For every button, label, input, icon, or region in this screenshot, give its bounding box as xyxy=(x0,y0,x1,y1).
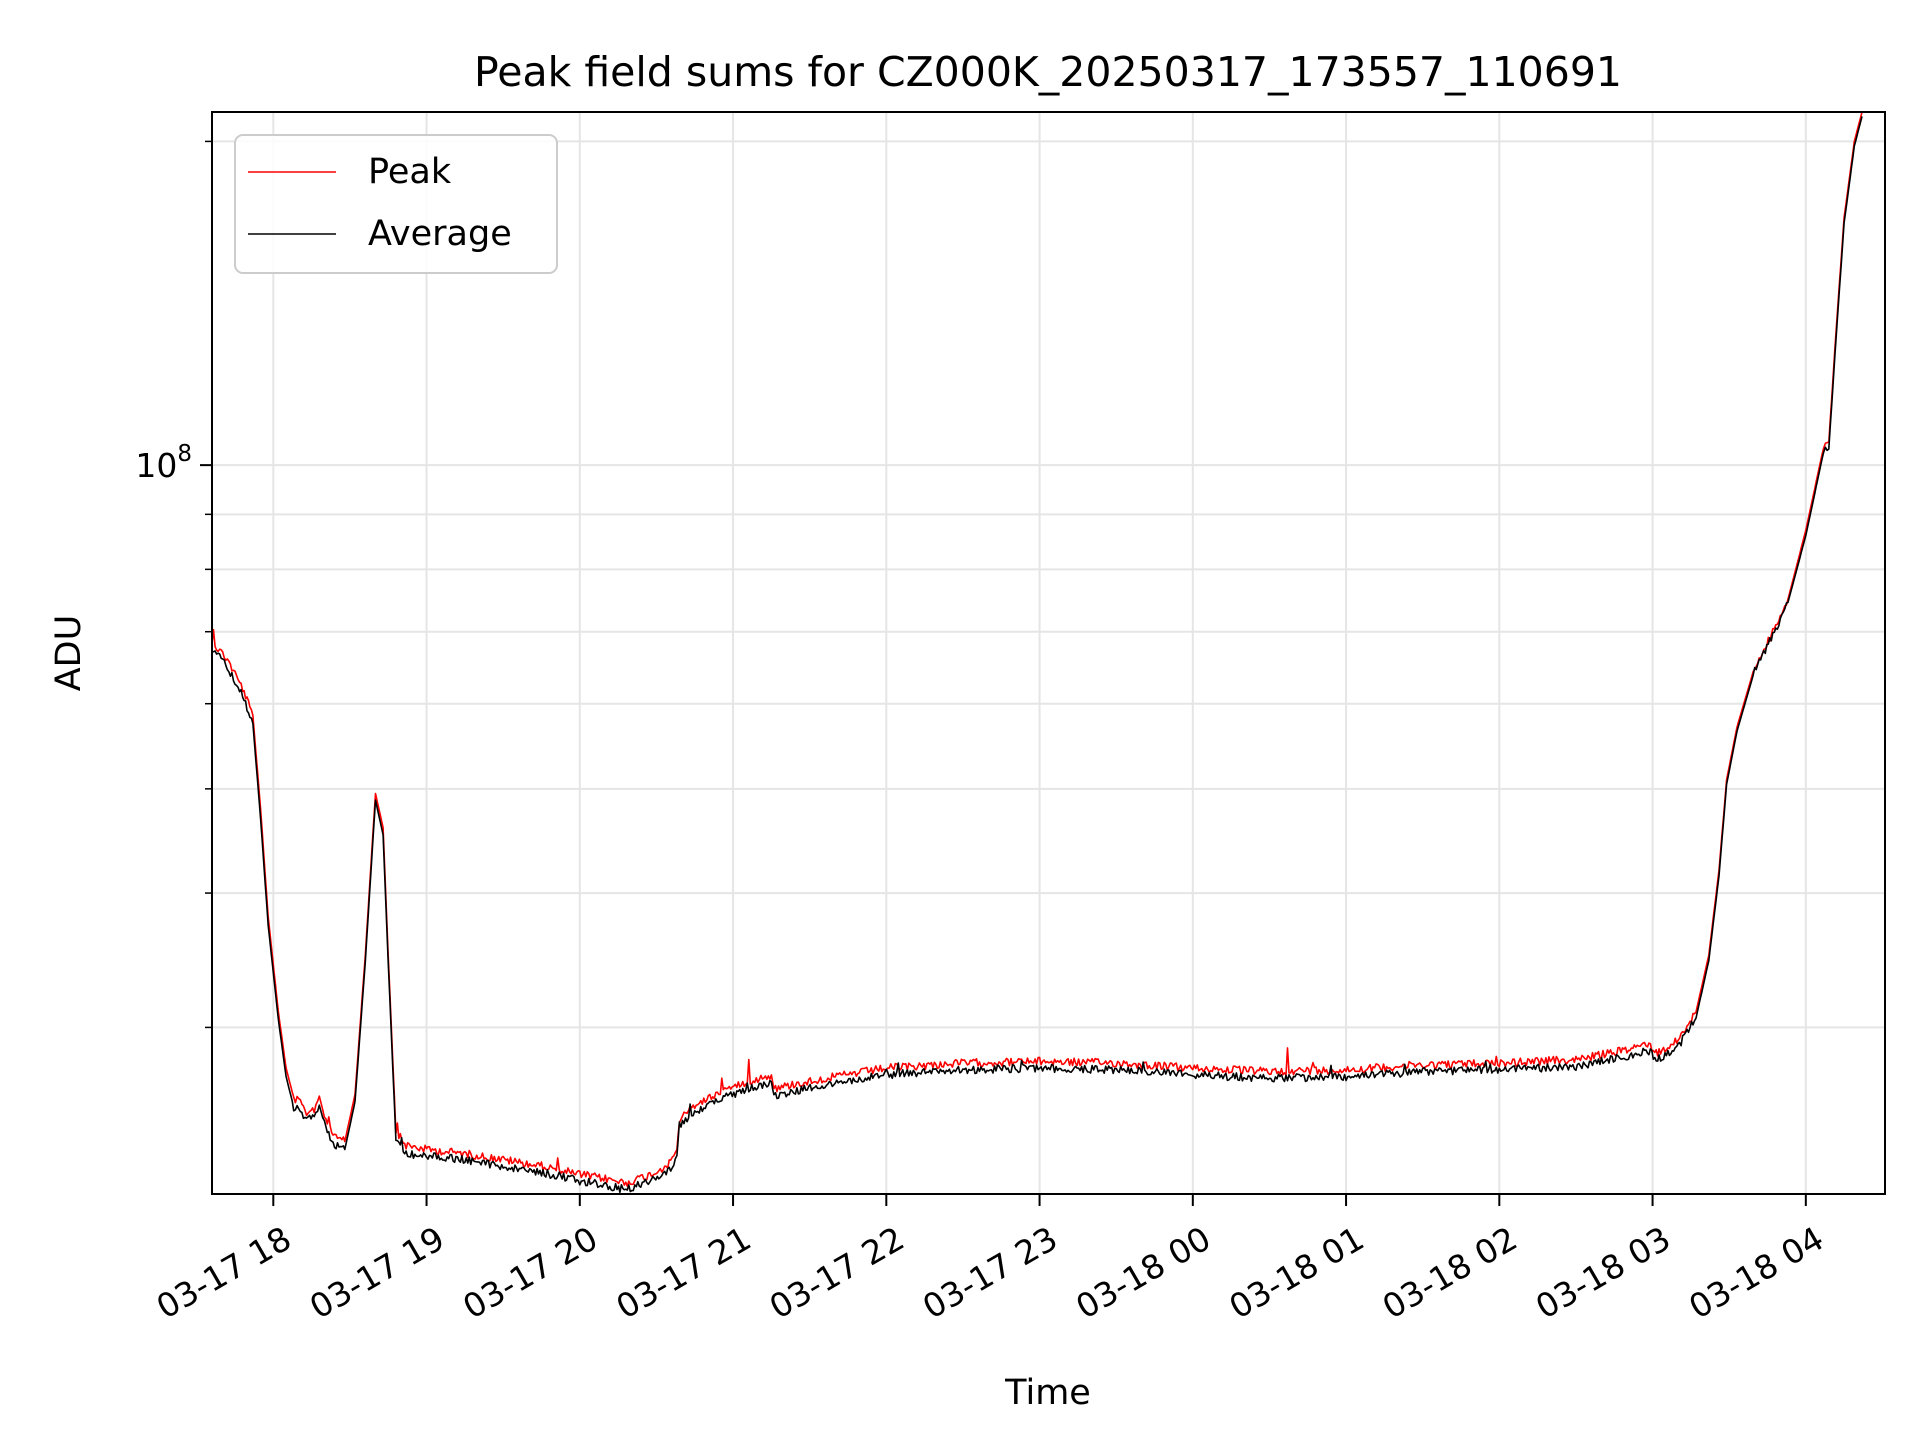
plot-frame xyxy=(211,111,1886,1195)
series-line-average xyxy=(212,116,1863,1194)
legend-average-label: Average xyxy=(368,214,512,254)
chart-title: Peak field sums for CZ000K_20250317_1735… xyxy=(474,48,1622,96)
x-axis-label: Time xyxy=(1004,1373,1091,1413)
data-series xyxy=(212,112,1863,1194)
legend-box xyxy=(234,134,558,274)
legend: Peak Average xyxy=(234,134,558,274)
y-axis-ticks: 108 xyxy=(135,140,212,1029)
legend-peak-label: Peak xyxy=(368,152,452,192)
y-tick-label: 108 xyxy=(135,441,192,485)
grid-lines xyxy=(212,112,1885,1194)
y-axis-label: ADU xyxy=(49,615,89,692)
